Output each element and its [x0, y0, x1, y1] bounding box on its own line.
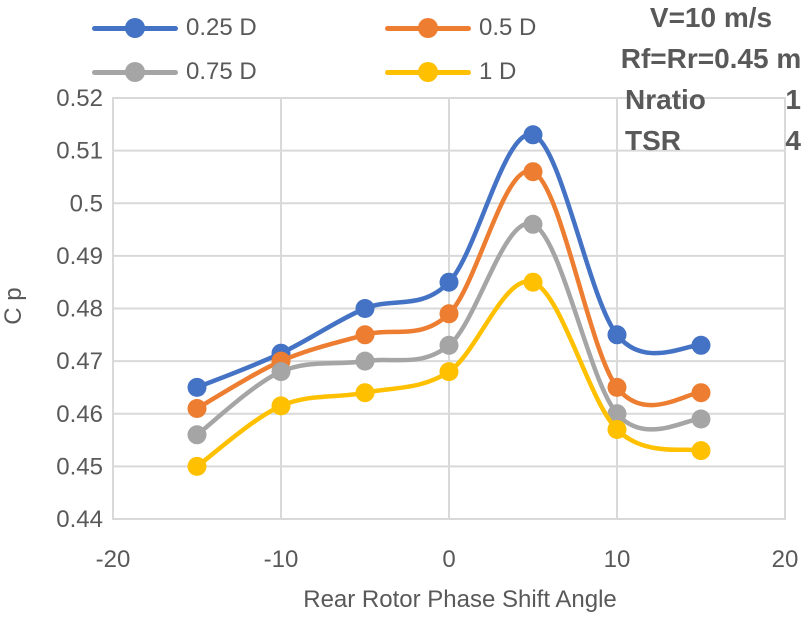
legend-marker-line-icon — [92, 62, 178, 82]
data-point-marker — [691, 409, 711, 429]
y-tick-label: 0.47 — [56, 348, 103, 375]
y-tick-label: 0.44 — [56, 506, 103, 533]
data-point-marker — [355, 383, 375, 403]
y-tick-label: 0.5 — [70, 190, 103, 217]
data-point-marker — [439, 335, 459, 355]
annotation-tsr-row: TSR 4 — [611, 120, 811, 161]
data-point-marker — [691, 335, 711, 355]
data-point-marker — [271, 396, 291, 416]
legend-marker-line-icon — [385, 62, 471, 82]
data-point-marker — [691, 441, 711, 461]
y-tick-label: 0.49 — [56, 243, 103, 270]
legend-marker-line-icon — [92, 18, 178, 38]
legend-label: 0.75 D — [186, 58, 257, 85]
legend-marker-dot-icon — [125, 18, 145, 38]
annotation-radius: Rf=Rr=0.45 m — [620, 43, 802, 74]
legend-marker-dot-icon — [125, 62, 145, 82]
legend-marker-dot-icon — [418, 62, 438, 82]
y-tick-label: 0.48 — [56, 296, 103, 323]
x-tick-label: 20 — [772, 546, 799, 573]
legend-item-075d: 0.75 D — [92, 58, 257, 85]
x-tick-label: 10 — [604, 546, 631, 573]
data-point-marker — [439, 362, 459, 382]
data-point-marker — [523, 162, 543, 182]
x-tick-label: -10 — [264, 546, 299, 573]
y-tick-label: 0.45 — [56, 453, 103, 480]
legend-label: 0.5 D — [479, 14, 537, 41]
annotation-block: V=10 m/s Rf=Rr=0.45 m Nratio 1 TSR 4 — [611, 0, 811, 161]
data-point-marker — [523, 272, 543, 292]
data-point-marker — [607, 420, 627, 439]
annotation-nratio-value: 1 — [785, 84, 801, 115]
legend-item-05d: 0.5 D — [385, 14, 537, 41]
y-tick-label: 0.52 — [56, 85, 103, 112]
data-point-marker — [187, 456, 207, 476]
y-tick-label: 0.51 — [56, 138, 103, 165]
annotation-nratio-row: Nratio 1 — [611, 79, 811, 120]
data-point-marker — [355, 351, 375, 371]
legend-label: 0.25 D — [186, 14, 257, 41]
y-tick-label: 0.46 — [56, 401, 103, 428]
legend-label: 1 D — [479, 58, 517, 85]
x-axis-title: Rear Rotor Phase Shift Angle — [303, 586, 617, 613]
data-point-marker — [355, 325, 375, 345]
data-point-marker — [607, 404, 627, 424]
data-point-marker — [439, 272, 459, 292]
data-point-marker — [355, 299, 375, 318]
data-point-marker — [187, 399, 207, 418]
legend-marker-dot-icon — [418, 18, 438, 38]
data-point-marker — [271, 362, 291, 382]
legend-marker-line-icon — [385, 18, 471, 38]
data-point-marker — [691, 383, 711, 403]
data-point-marker — [607, 377, 627, 397]
y-axis-title: C p — [0, 287, 27, 325]
annotation-tsr-label: TSR — [625, 125, 681, 156]
data-point-marker — [607, 325, 627, 345]
annotation-velocity: V=10 m/s — [649, 2, 773, 33]
data-point-marker — [187, 425, 207, 445]
legend-item-025d: 0.25 D — [92, 14, 257, 41]
data-point-marker — [187, 377, 207, 397]
data-point-marker — [523, 214, 543, 234]
annotation-tsr-value: 4 — [785, 125, 801, 156]
data-point-marker — [523, 125, 543, 145]
x-tick-label: -20 — [96, 546, 131, 573]
data-point-marker — [439, 304, 459, 324]
plot-border — [112, 97, 786, 520]
x-tick-label: 0 — [442, 546, 455, 573]
legend-item-1d: 1 D — [385, 58, 517, 85]
annotation-nratio-label: Nratio — [625, 84, 706, 115]
